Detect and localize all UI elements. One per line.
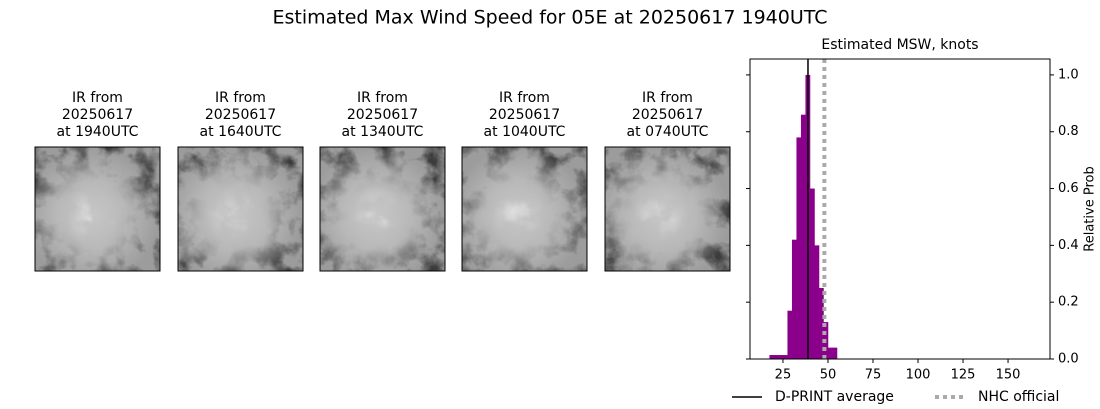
histogram-bar <box>791 239 797 359</box>
legend-label: D-PRINT average <box>775 389 894 405</box>
y-tick-label: 1.0 <box>1058 67 1079 82</box>
x-tick-label: 25 <box>775 368 792 383</box>
figure-title: Estimated Max Wind Speed for 05E at 2025… <box>272 7 827 29</box>
histogram-bar <box>800 114 806 359</box>
panel-title: at 1640UTC <box>200 124 282 140</box>
histogram-bar <box>782 355 788 359</box>
panel-title: IR from <box>357 90 408 106</box>
x-tick-label: 150 <box>996 368 1021 383</box>
ir-image-clouds <box>35 147 160 271</box>
chart-title: Estimated MSW, knots <box>821 37 978 53</box>
panel-title: at 1340UTC <box>342 124 424 140</box>
histogram-bar <box>827 347 833 359</box>
panel-title: IR from <box>499 90 550 106</box>
histogram-bar <box>809 188 815 359</box>
panel-title: at 1040UTC <box>484 124 566 140</box>
ir-image-frame <box>604 146 731 272</box>
ir-image-clouds <box>320 147 445 271</box>
panel-title: 20250617 <box>205 107 276 123</box>
panel-title: at 1940UTC <box>57 124 139 140</box>
ir-image-frame <box>177 146 304 272</box>
ir-image-clouds <box>462 147 587 271</box>
x-tick-label: 100 <box>906 368 931 383</box>
histogram-bar <box>814 245 820 359</box>
x-tick-label: 50 <box>820 368 837 383</box>
histogram-bar <box>773 355 779 359</box>
histogram-bar <box>778 355 784 359</box>
y-tick-label: 0.0 <box>1058 352 1079 367</box>
histogram-bar <box>832 347 838 359</box>
x-tick-label: 125 <box>951 368 976 383</box>
panel-title: 20250617 <box>632 107 703 123</box>
panel-title: IR from <box>642 90 693 106</box>
histogram-chart: Estimated MSW, knots Relative Prob D-PRINT… <box>732 37 1098 405</box>
ir-image-frame <box>461 146 588 272</box>
histogram-bar <box>769 355 775 359</box>
ir-image-clouds <box>605 147 730 271</box>
legend-label: NHC official <box>978 389 1059 405</box>
y-axis-label: Relative Prob <box>1083 166 1098 251</box>
histogram-bar <box>818 287 824 359</box>
panel-title: at 0740UTC <box>627 124 709 140</box>
ir-image-frame <box>319 146 446 272</box>
ir-image-frame <box>34 146 161 272</box>
panel-title: 20250617 <box>489 107 560 123</box>
y-tick-label: 0.8 <box>1058 124 1079 139</box>
panel-title: IR from <box>72 90 123 106</box>
y-tick-label: 0.4 <box>1058 238 1079 253</box>
panel-title: 20250617 <box>347 107 418 123</box>
x-tick-label: 75 <box>865 368 882 383</box>
histogram-bar <box>796 137 802 359</box>
panel-title: IR from <box>215 90 266 106</box>
histogram-bar <box>787 310 793 359</box>
axes-frame <box>749 58 1051 360</box>
y-tick-label: 0.2 <box>1058 295 1079 310</box>
y-tick-label: 0.6 <box>1058 181 1079 196</box>
ir-image-clouds <box>178 147 303 271</box>
panel-title: 20250617 <box>62 107 133 123</box>
